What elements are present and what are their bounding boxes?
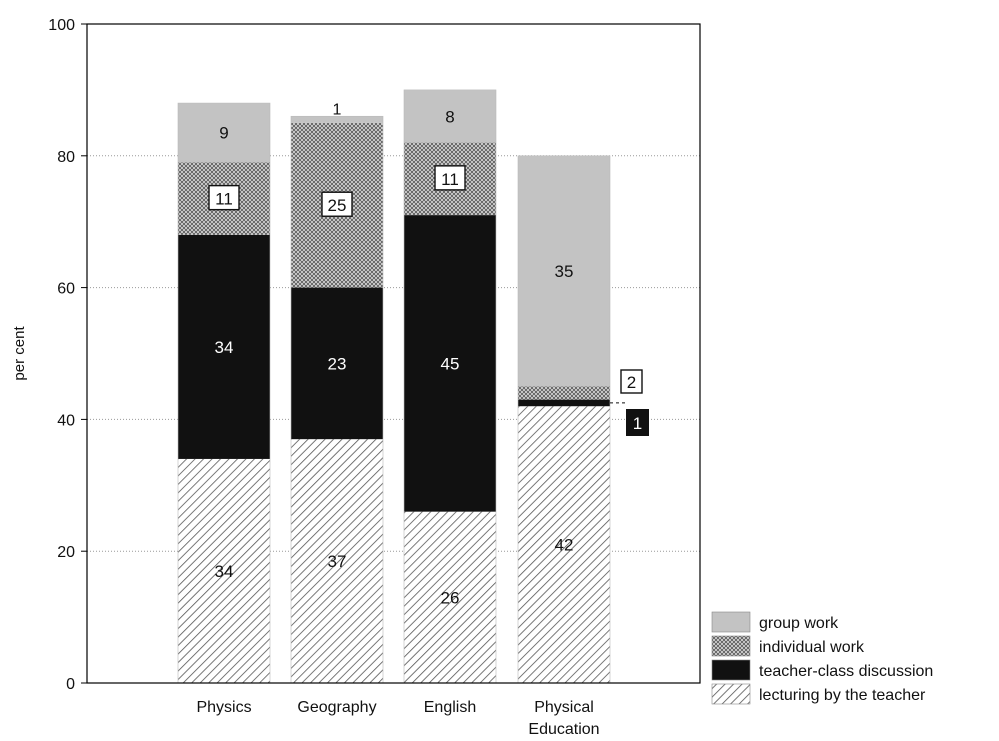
data-label: 34	[215, 562, 234, 581]
y-axis-label: per cent	[11, 326, 28, 381]
y-tick-label: 20	[57, 544, 75, 561]
data-label: 34	[215, 338, 234, 357]
data-label: 37	[328, 552, 347, 571]
data-label: 8	[445, 107, 454, 126]
data-label: 1	[633, 414, 642, 433]
x-tick-label: English	[424, 699, 476, 716]
data-label: 9	[219, 124, 228, 143]
data-label-box	[321, 191, 353, 217]
bar-segment	[404, 215, 496, 512]
bar-segment	[518, 155, 610, 387]
x-tick-label: Geography	[297, 699, 376, 716]
y-tick-label: 80	[57, 149, 75, 166]
bar-segment	[291, 287, 383, 440]
data-label-box	[434, 165, 466, 191]
x-tick-label: Physics	[196, 699, 251, 716]
legend-swatch	[711, 683, 751, 705]
data-label: 11	[441, 170, 459, 189]
bar-segment	[178, 234, 270, 459]
legend-label: group work	[759, 615, 839, 632]
x-tick-label: Education	[528, 721, 599, 738]
data-label: 35	[555, 262, 574, 281]
bar-segment	[518, 399, 610, 407]
legend-swatch	[711, 611, 751, 633]
y-tick-label: 40	[57, 412, 75, 429]
bar-segment	[404, 511, 496, 683]
legend-label: individual work	[759, 639, 865, 656]
data-label: 25	[328, 196, 347, 215]
data-label-box	[626, 409, 649, 436]
legend-label: teacher-class discussion	[759, 663, 933, 680]
y-tick-label: 60	[57, 281, 75, 298]
y-tick-label: 0	[66, 676, 75, 693]
data-label: 2	[627, 373, 636, 392]
y-tick-label: 100	[48, 17, 75, 34]
data-label: 11	[215, 190, 233, 209]
x-tick-label: Physical	[534, 699, 594, 716]
data-label: 45	[441, 354, 460, 373]
legend-swatch	[711, 659, 751, 681]
data-label-box	[208, 184, 240, 211]
bar-segment	[291, 439, 383, 683]
bar-segment	[178, 103, 270, 163]
bar-segment	[178, 458, 270, 683]
bar-segment	[518, 386, 610, 400]
plot-frame	[86, 23, 701, 684]
legend-swatch	[711, 635, 751, 657]
data-label: 42	[555, 536, 574, 555]
bar-segment	[404, 89, 496, 143]
data-label: 1	[333, 101, 342, 118]
data-label: 26	[441, 588, 460, 607]
data-label-box	[620, 369, 643, 394]
bar-segment	[518, 406, 610, 683]
legend-label: lecturing by the teacher	[759, 687, 926, 704]
bar-segment	[291, 116, 383, 123]
data-label: 23	[328, 354, 347, 373]
